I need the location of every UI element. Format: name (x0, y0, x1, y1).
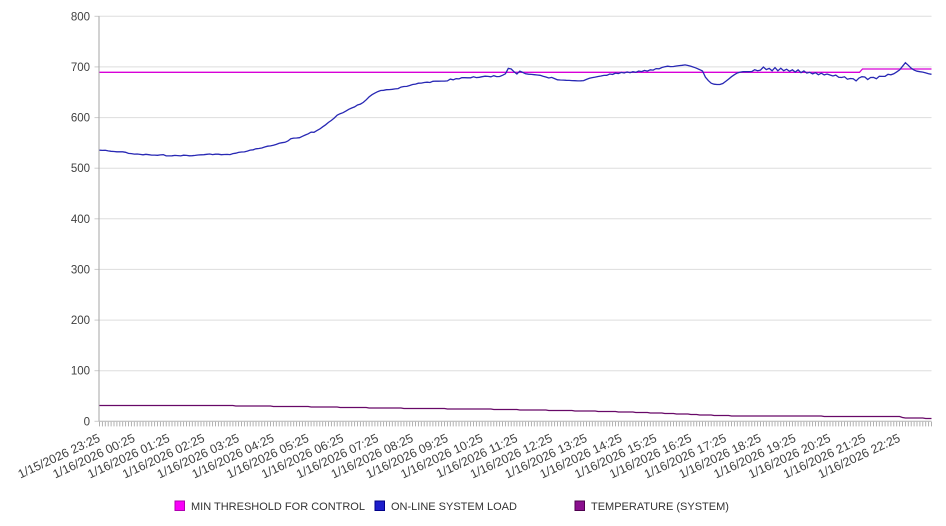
svg-text:300: 300 (71, 264, 90, 276)
svg-text:100: 100 (71, 366, 90, 378)
svg-text:400: 400 (71, 214, 90, 226)
svg-text:ON-LINE SYSTEM LOAD: ON-LINE SYSTEM LOAD (391, 501, 517, 513)
svg-text:0: 0 (84, 416, 90, 428)
svg-text:800: 800 (71, 11, 90, 23)
svg-text:200: 200 (71, 315, 90, 327)
svg-text:TEMPERATURE (SYSTEM): TEMPERATURE (SYSTEM) (591, 501, 729, 513)
svg-text:700: 700 (71, 62, 90, 74)
svg-text:600: 600 (71, 113, 90, 125)
svg-text:500: 500 (71, 163, 90, 175)
svg-text:MIN THRESHOLD FOR CONTROL: MIN THRESHOLD FOR CONTROL (191, 501, 365, 513)
